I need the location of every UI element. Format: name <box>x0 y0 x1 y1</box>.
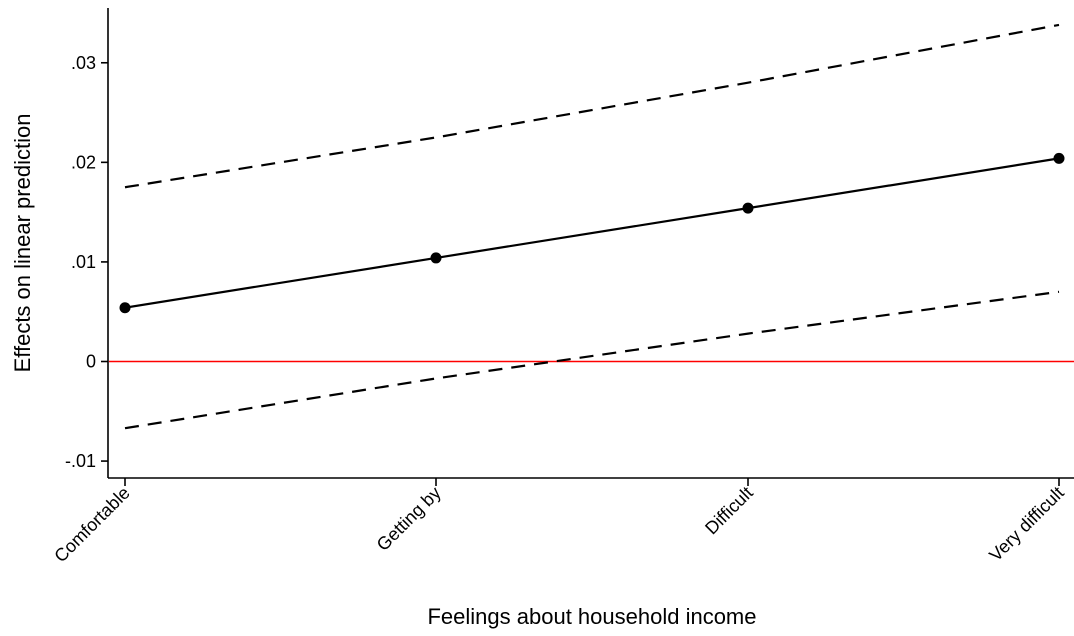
x-tick-label: Getting by <box>373 483 445 555</box>
plot-area <box>109 23 1074 430</box>
y-axis-title: Effects on linear prediction <box>10 114 35 373</box>
x-axis-title: Feelings about household income <box>427 604 756 629</box>
x-tick-label: Very difficult <box>985 483 1068 566</box>
y-tick-label: -.01 <box>65 451 96 471</box>
x-axis-ticks: Comfortable Getting by Difficult Very diffi… <box>50 478 1068 566</box>
x-tick-label: Difficult <box>701 483 757 539</box>
y-tick-label: 0 <box>86 351 96 371</box>
y-tick-label: .03 <box>71 53 96 73</box>
estimate-line <box>124 157 1060 309</box>
upper-ci-line <box>124 23 1060 189</box>
lower-ci-line <box>124 290 1060 430</box>
y-tick-label: .01 <box>71 252 96 272</box>
y-tick-label: .02 <box>71 152 96 172</box>
estimate-point <box>430 252 442 264</box>
y-axis-ticks: -.01 0 .01 .02 .03 <box>65 53 108 471</box>
estimate-point <box>742 202 754 214</box>
estimate-point <box>1053 152 1065 164</box>
estimate-point <box>119 302 131 314</box>
x-tick-label: Comfortable <box>50 483 133 566</box>
